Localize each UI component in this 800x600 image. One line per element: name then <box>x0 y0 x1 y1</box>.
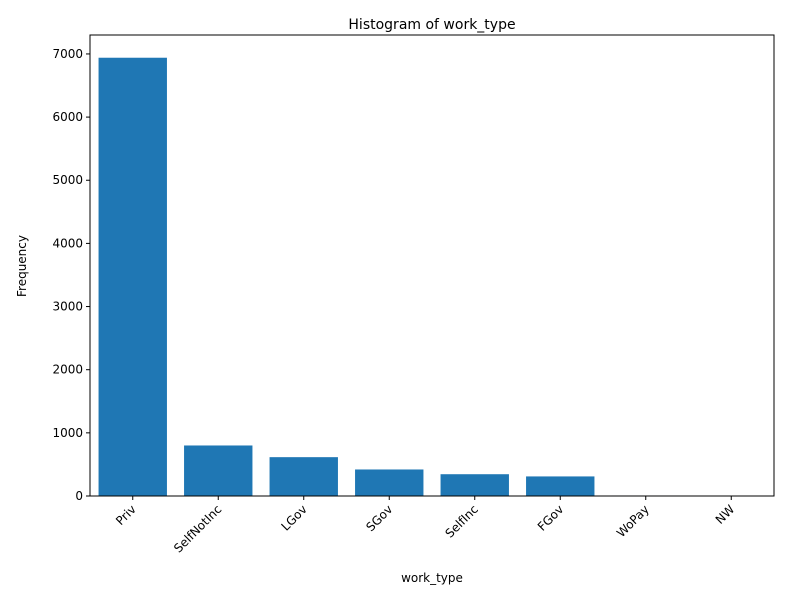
chart-title: Histogram of work_type <box>348 17 515 33</box>
y-tick-label: 5000 <box>52 173 83 187</box>
y-tick-label: 6000 <box>52 110 83 124</box>
x-tick-label: FGov <box>535 502 567 534</box>
y-tick-label: 3000 <box>52 300 83 314</box>
y-axis-label: Frequency <box>15 235 29 297</box>
y-tick-label: 2000 <box>52 363 83 377</box>
x-axis-label: work_type <box>401 571 463 585</box>
x-tick-label: NW <box>713 502 738 527</box>
bar-priv <box>98 57 167 496</box>
y-tick-label: 1000 <box>52 426 83 440</box>
x-tick-label: SelfInc <box>442 502 480 540</box>
bar-selfnotinc <box>184 445 253 496</box>
x-tick-label: SGov <box>363 502 395 534</box>
x-tick-label: LGov <box>278 502 309 533</box>
bar-fgov <box>526 476 595 496</box>
x-axis-ticks: Priv SelfNotInc LGov SGov SelfInc FGov WoPay NW <box>113 496 737 555</box>
bar-sgov <box>355 469 424 496</box>
x-tick-label: SelfNotInc <box>171 502 224 555</box>
y-tick-label: 7000 <box>52 47 83 61</box>
y-tick-label: 4000 <box>52 236 83 250</box>
y-axis-ticks: 0 1000 2000 3000 4000 5000 6000 7000 <box>52 47 90 503</box>
y-tick-label: 0 <box>75 489 83 503</box>
plot-frame <box>89 34 775 497</box>
bars-group <box>98 57 766 496</box>
x-tick-label: Priv <box>113 502 139 528</box>
bar-lgov <box>269 457 338 496</box>
bar-selfinc <box>440 474 509 496</box>
x-tick-label: WoPay <box>614 502 652 540</box>
